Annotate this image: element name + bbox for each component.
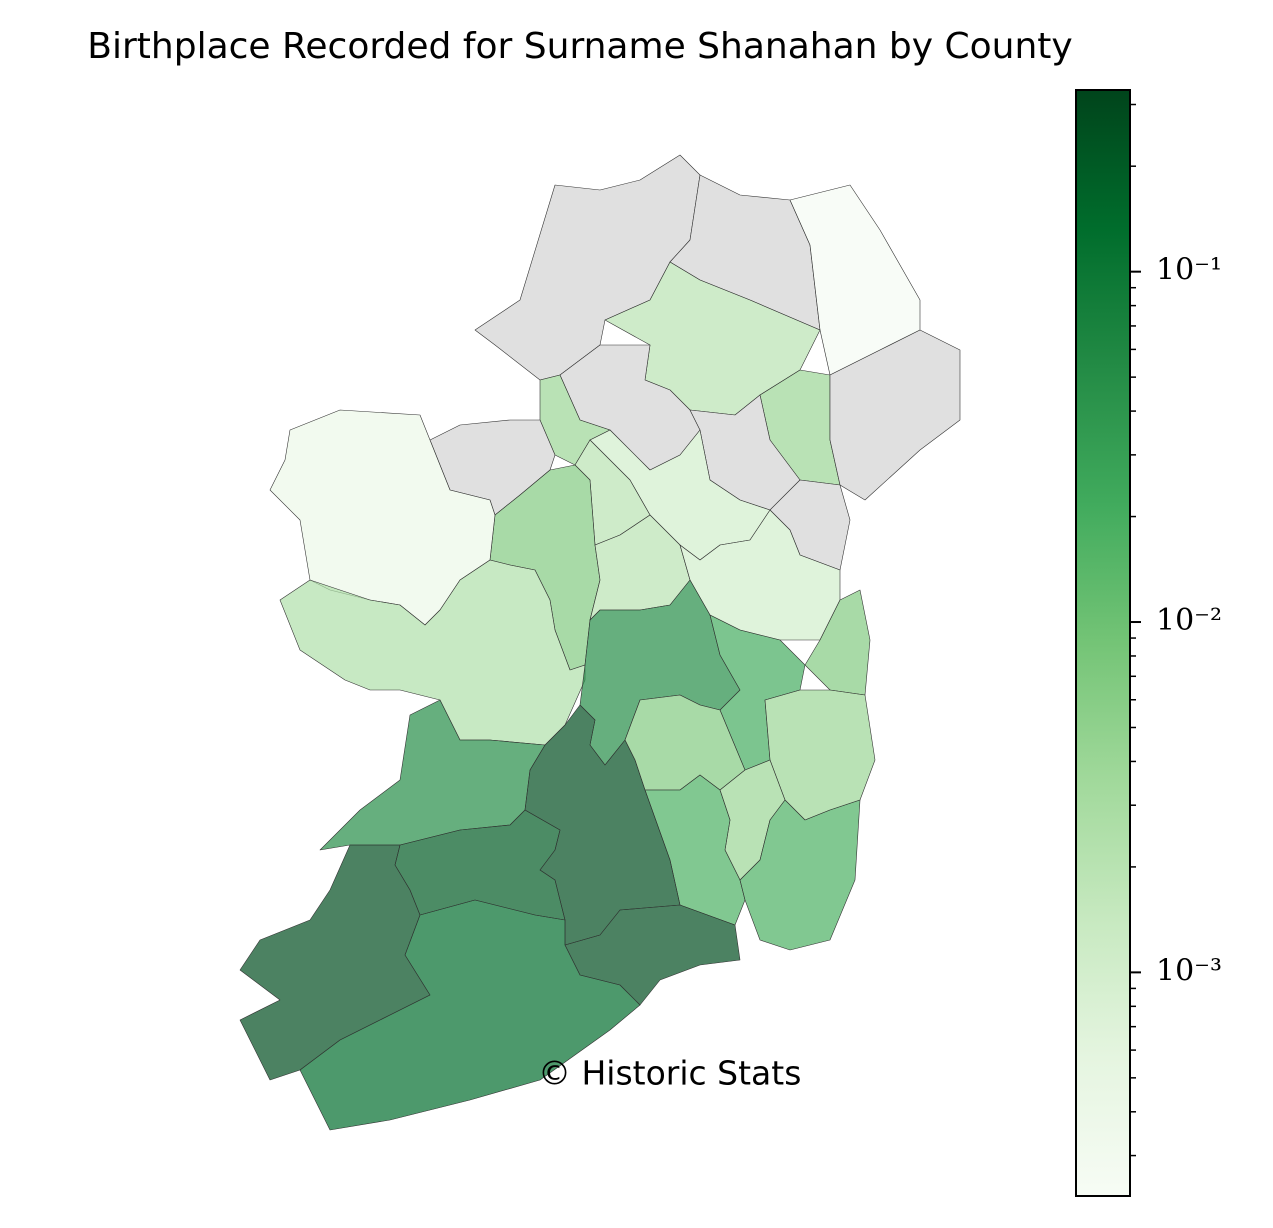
county-region — [804, 589, 871, 696]
county-region — [829, 329, 961, 501]
colorbar-tick-label: 10⁻³ — [1156, 953, 1222, 988]
colorbar-tick-label: 10⁻² — [1156, 603, 1222, 638]
map-title: Birthplace Recorded for Surname Shanahan… — [87, 26, 1072, 67]
county-regions — [239, 154, 961, 1131]
county-region — [279, 559, 586, 746]
watermark: © Historic Stats — [538, 1054, 801, 1093]
county-region — [739, 799, 861, 951]
colorbar-tick-label: 10⁻¹ — [1156, 253, 1222, 288]
county-region — [564, 904, 741, 1006]
county-region — [299, 899, 641, 1131]
colorbar — [1075, 89, 1131, 1197]
